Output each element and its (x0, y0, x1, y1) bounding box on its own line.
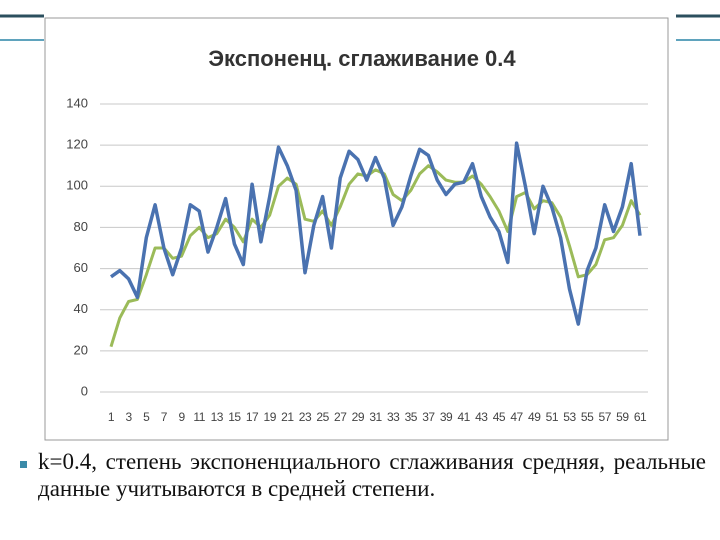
bullet-marker (20, 461, 27, 468)
x-tick-label: 5 (143, 410, 150, 424)
x-tick-label: 43 (475, 410, 488, 424)
x-tick-label: 57 (599, 410, 612, 424)
series-line (109, 141, 642, 326)
x-tick-label: 1 (108, 410, 115, 424)
bullet-text: k=0.4, степень экспоненциального сглажив… (38, 449, 706, 501)
x-tick-label: 7 (161, 410, 168, 424)
y-tick-label: 60 (74, 260, 88, 275)
y-tick-label: 0 (81, 383, 88, 398)
y-tick-label: 80 (74, 219, 88, 234)
x-tick-label: 53 (563, 410, 576, 424)
x-tick-label: 49 (528, 410, 541, 424)
x-tick-label: 13 (211, 410, 224, 424)
x-tick-label: 39 (440, 410, 453, 424)
x-tick-label: 37 (422, 410, 435, 424)
x-tick-label: 59 (616, 410, 629, 424)
x-tick-label: 9 (178, 410, 185, 424)
y-tick-label: 140 (66, 95, 88, 110)
x-tick-label: 19 (264, 410, 277, 424)
y-tick-label: 100 (66, 178, 88, 193)
x-tick-label: 35 (405, 410, 418, 424)
x-tick-label: 21 (281, 410, 294, 424)
x-tick-label: 11 (193, 410, 205, 424)
x-tick-label: 23 (299, 410, 312, 424)
y-tick-label: 40 (74, 301, 88, 316)
x-tick-label: 45 (493, 410, 506, 424)
x-tick-label: 61 (634, 410, 647, 424)
x-tick-label: 55 (581, 410, 594, 424)
x-tick-label: 33 (387, 410, 400, 424)
chart-frame (44, 17, 669, 441)
x-tick-label: 27 (334, 410, 347, 424)
x-tick-label: 47 (510, 410, 523, 424)
x-tick-label: 25 (316, 410, 329, 424)
x-tick-label: 31 (369, 410, 382, 424)
y-tick-label: 20 (74, 342, 88, 357)
x-tick-label: 51 (546, 410, 559, 424)
x-tick-label: 15 (228, 410, 241, 424)
x-tick-label: 17 (246, 410, 259, 424)
chart-title: Экспоненц. сглаживание 0.4 (208, 46, 516, 71)
x-tick-label: 41 (457, 410, 470, 424)
x-tick-label: 3 (126, 410, 133, 424)
y-tick-label: 120 (66, 137, 88, 152)
x-tick-label: 29 (352, 410, 365, 424)
